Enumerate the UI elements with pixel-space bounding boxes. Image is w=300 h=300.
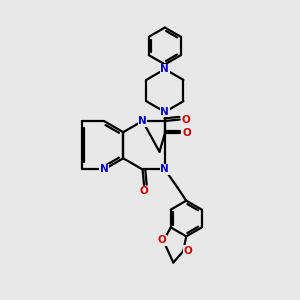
Text: N: N — [100, 164, 108, 175]
Text: N: N — [138, 116, 147, 126]
Text: N: N — [160, 107, 169, 117]
Text: O: O — [182, 115, 190, 124]
Text: O: O — [158, 235, 166, 245]
Text: O: O — [182, 128, 191, 138]
Text: O: O — [183, 246, 192, 256]
Text: O: O — [139, 187, 148, 196]
Text: N: N — [160, 64, 169, 74]
Text: N: N — [160, 164, 169, 175]
